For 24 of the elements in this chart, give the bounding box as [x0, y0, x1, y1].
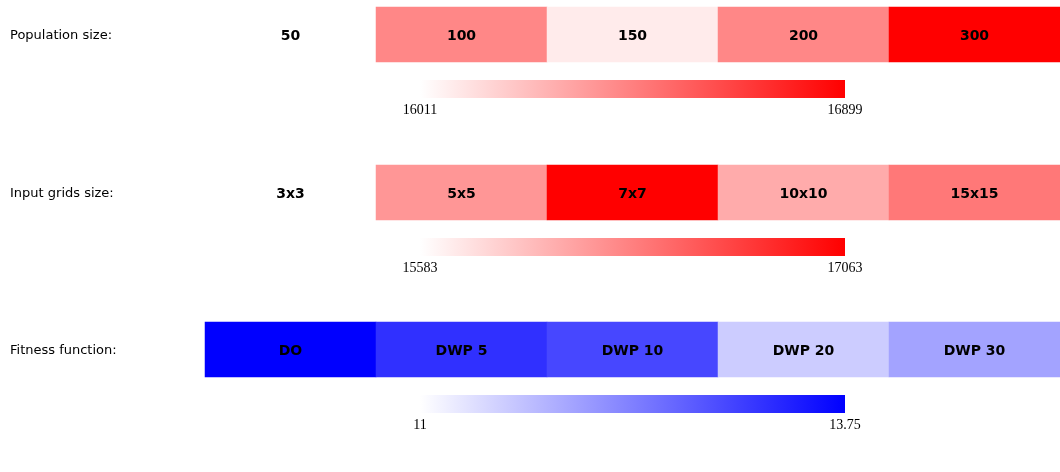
- x-tick-label: 50: [280, 26, 301, 43]
- x-tick-label: 7x7: [618, 184, 647, 200]
- x-tick-label: DWP 30: [943, 341, 1006, 358]
- y-tick-label: Population size:: [10, 27, 113, 42]
- x-tick-label: 5x5: [447, 184, 476, 200]
- x-tick-label: 15x15: [950, 184, 999, 200]
- x-tick-label: 150: [617, 26, 648, 43]
- color-bar-label: 16011: [402, 101, 438, 117]
- x-tick-label: DWP 20: [772, 341, 835, 358]
- x-tick-label: 10x10: [779, 184, 828, 200]
- y-tick-label: Input grids size:: [10, 184, 114, 200]
- x-tick-label: 100: [446, 26, 477, 43]
- color-bar-label: 13.75: [829, 416, 861, 432]
- color-bar-label: 11: [413, 416, 427, 432]
- color-bar-label: 15583: [402, 259, 438, 274]
- y-tick-label: Fitness function:: [10, 342, 117, 357]
- x-tick-label: 3x3: [276, 184, 305, 200]
- x-tick-label: DO: [278, 341, 303, 358]
- x-tick-label: DWP 10: [601, 341, 664, 358]
- x-tick-label: 200: [788, 26, 819, 43]
- color-bar-label: 17063: [827, 259, 863, 274]
- x-tick-label: 300: [959, 26, 990, 43]
- color-bar-label: 16899: [827, 101, 863, 117]
- x-tick-label: DWP 5: [435, 341, 488, 358]
